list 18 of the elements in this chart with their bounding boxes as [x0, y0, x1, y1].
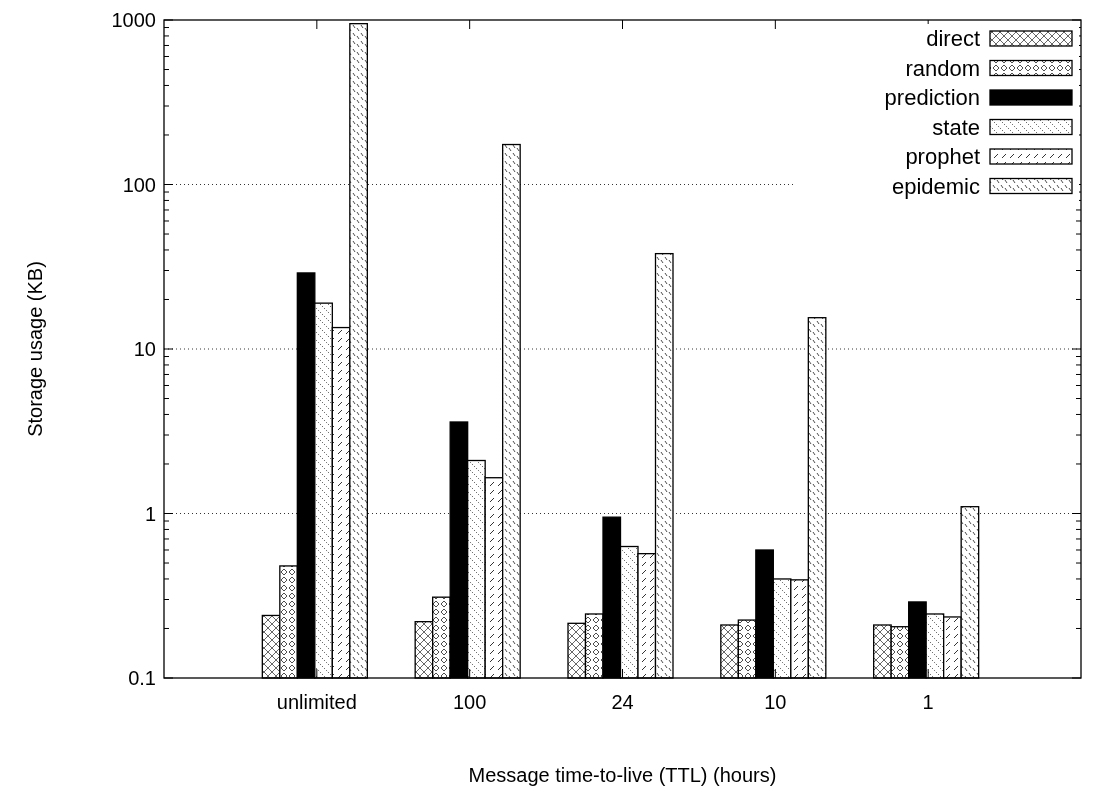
legend-label: prophet	[905, 144, 980, 169]
y-tick-label: 10	[133, 338, 156, 360]
legend-label: random	[905, 55, 980, 81]
x-tick-label: unlimited	[276, 691, 357, 713]
legend-label: epidemic	[891, 173, 980, 199]
y-tick-label: 1	[144, 502, 156, 525]
legend-label: state	[932, 114, 980, 140]
x-tick-label: 100	[452, 691, 487, 713]
legend-label: prediction	[884, 85, 980, 110]
y-tick-label: 1000	[111, 9, 156, 31]
x-tick-label: 10	[764, 691, 787, 713]
x-tick-label: 1	[922, 691, 934, 713]
x-axis-title: Message time-to-live (TTL) (hours)	[468, 764, 777, 786]
legend-label: direct	[926, 26, 980, 51]
y-tick-label: 100	[122, 173, 156, 196]
x-tick-label: 24	[611, 691, 634, 713]
y-axis-title: Storage usage (KB)	[24, 261, 46, 437]
y-tick-label: 0.1	[128, 667, 156, 689]
